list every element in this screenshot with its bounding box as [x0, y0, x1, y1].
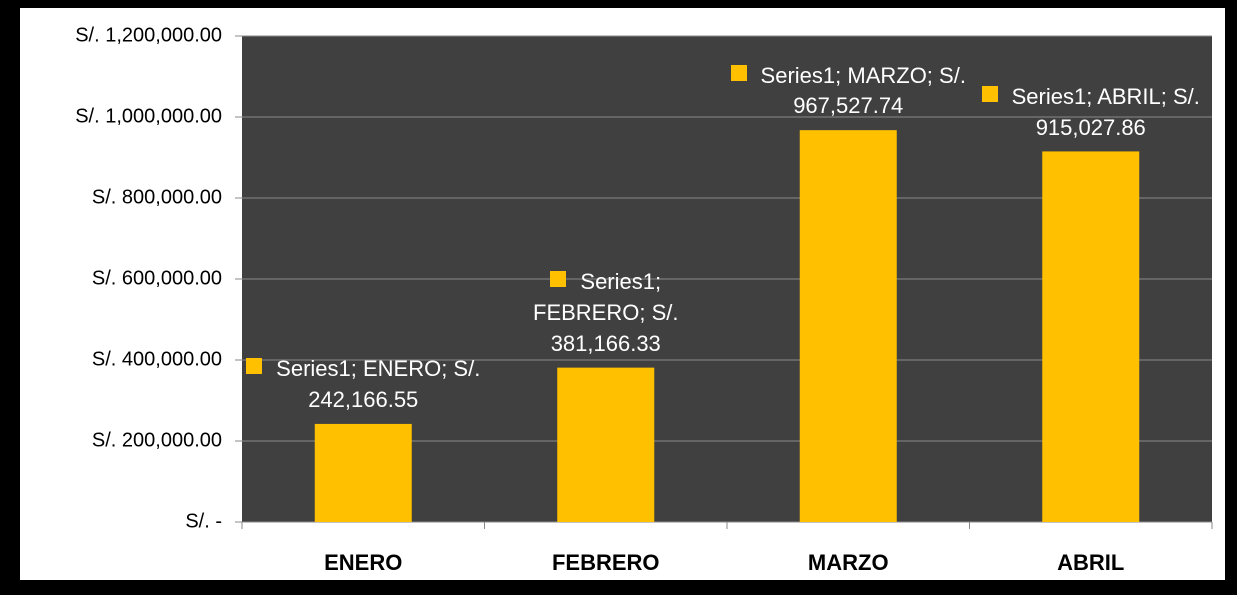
data-label: Series1; ENERO; S/. 242,166.55: [243, 354, 483, 416]
bar: [557, 367, 655, 522]
x-tick-label: MARZO: [808, 550, 889, 575]
y-tick-label: S/. 1,000,000.00: [75, 105, 222, 127]
y-tick-label: S/. 600,000.00: [92, 267, 222, 289]
x-tick-label: ENERO: [324, 550, 402, 575]
data-label-wrap: Series1; MARZO; S/. 967,527.74: [728, 2, 968, 122]
data-label-wrap: Series1; ENERO; S/. 242,166.55: [243, 296, 483, 416]
data-label-box: Series1; FEBRERO; S/. 381,166.33: [501, 240, 711, 360]
data-label: Series1; MARZO; S/. 967,527.74: [728, 61, 968, 123]
bar: [1042, 151, 1140, 523]
bar: [314, 423, 412, 522]
data-label-wrap: Series1; ABRIL; S/. 915,027.86: [971, 23, 1211, 143]
y-tick-label: S/. 400,000.00: [92, 348, 222, 370]
y-tick-label: S/. 1,200,000.00: [75, 24, 222, 46]
y-tick-label: S/. 200,000.00: [92, 429, 222, 451]
data-label-wrap: Series1; FEBRERO; S/. 381,166.33: [501, 240, 711, 360]
data-label-box: Series1; ABRIL; S/. 915,027.86: [971, 23, 1211, 143]
y-tick-label: S/. 800,000.00: [92, 186, 222, 208]
bar: [799, 130, 897, 523]
data-label: Series1; ABRIL; S/. 915,027.86: [971, 82, 1211, 144]
data-label: Series1; FEBRERO; S/. 381,166.33: [501, 267, 711, 359]
y-tick-label: S/. -: [185, 510, 222, 532]
data-label-box: Series1; MARZO; S/. 967,527.74: [728, 2, 968, 122]
x-tick-label: FEBRERO: [552, 550, 660, 575]
x-tick-label: ABRIL: [1057, 550, 1124, 575]
data-label-box: Series1; ENERO; S/. 242,166.55: [243, 296, 483, 416]
